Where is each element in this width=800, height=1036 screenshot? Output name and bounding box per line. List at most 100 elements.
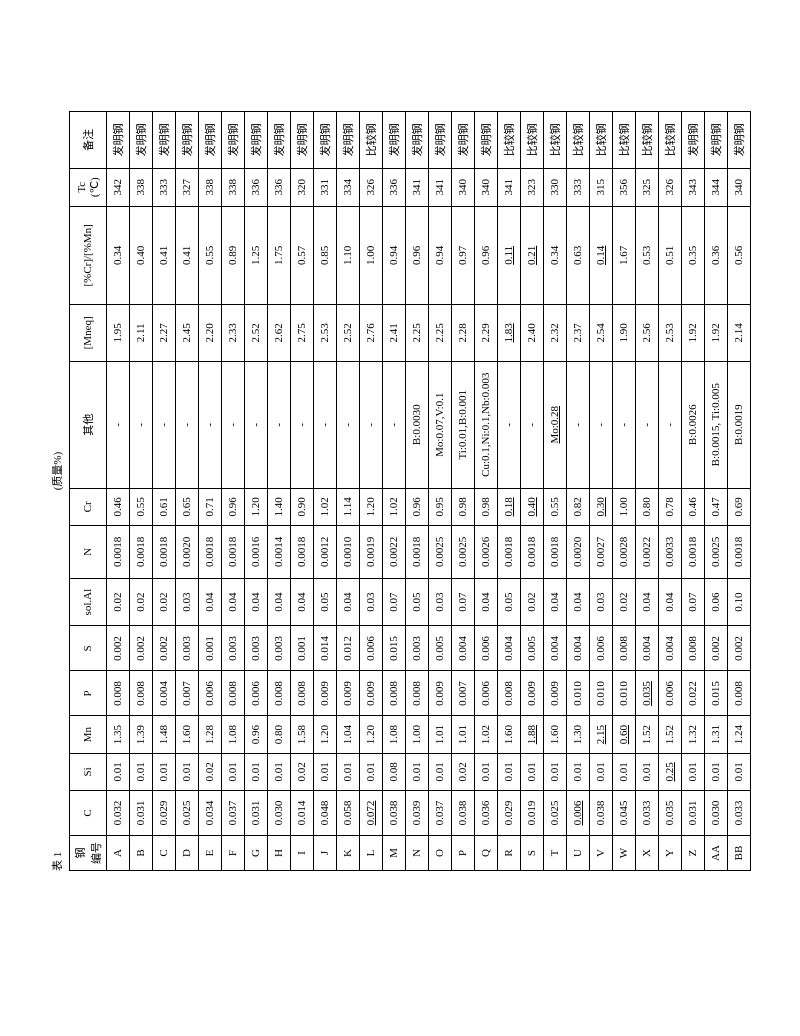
cell-si: 0.01 <box>521 753 544 790</box>
cell-s: 0.012 <box>337 626 360 671</box>
cell-ratio: 0.41 <box>153 206 176 304</box>
cell-c: 0.033 <box>636 790 659 835</box>
cell-si: 0.02 <box>199 753 222 790</box>
cell-mneq: 2.25 <box>429 305 452 362</box>
cell-si: 0.01 <box>728 753 751 790</box>
cell-tc: 343 <box>682 168 705 206</box>
cell-p: 0.009 <box>314 671 337 716</box>
cell-s: 0.015 <box>383 626 406 671</box>
table-row: R0.0290.011.600.0080.0040.050.00180.18-1… <box>498 112 521 871</box>
cell-mn: 1.01 <box>452 716 475 753</box>
cell-ratio: 1.75 <box>268 206 291 304</box>
cell-mneq: 1.92 <box>682 305 705 362</box>
cell-p: 0.008 <box>406 671 429 716</box>
cell-ratio: 0.96 <box>406 206 429 304</box>
cell-note: 发明钢 <box>130 112 153 169</box>
cell-id: D <box>176 836 199 871</box>
table-row: X0.0330.011.520.0350.0040.040.00220.80-2… <box>636 112 659 871</box>
cell-id: F <box>222 836 245 871</box>
cell-id: M <box>383 836 406 871</box>
cell-ratio: 0.35 <box>682 206 705 304</box>
cell-other: - <box>107 361 130 488</box>
cell-cr: 0.95 <box>429 488 452 525</box>
cell-al: 0.03 <box>429 578 452 626</box>
cell-mneq: 2.37 <box>567 305 590 362</box>
cell-cr: 0.46 <box>107 488 130 525</box>
cell-ratio: 0.41 <box>176 206 199 304</box>
table-row: L0.0720.011.200.0090.0060.030.00191.20-2… <box>360 112 383 871</box>
cell-mn: 1.39 <box>130 716 153 753</box>
cell-ratio: 0.11 <box>498 206 521 304</box>
cell-n: 0.0016 <box>245 525 268 578</box>
cell-p: 0.009 <box>360 671 383 716</box>
table-row: D0.0250.011.600.0070.0030.030.00200.65-2… <box>176 112 199 871</box>
cell-si: 0.01 <box>314 753 337 790</box>
cell-p: 0.010 <box>590 671 613 716</box>
cell-p: 0.009 <box>544 671 567 716</box>
cell-si: 0.01 <box>590 753 613 790</box>
cell-cr: 0.90 <box>291 488 314 525</box>
column-header: P <box>70 671 107 716</box>
cell-n: 0.0018 <box>107 525 130 578</box>
cell-al: 0.04 <box>199 578 222 626</box>
cell-si: 0.01 <box>107 753 130 790</box>
cell-other: - <box>613 361 636 488</box>
cell-ratio: 1.10 <box>337 206 360 304</box>
cell-mneq: 2.54 <box>590 305 613 362</box>
table-row: W0.0450.010.600.0100.0080.020.00281.00-1… <box>613 112 636 871</box>
cell-n: 0.0020 <box>567 525 590 578</box>
cell-s: 0.004 <box>659 626 682 671</box>
cell-mn: 1.08 <box>222 716 245 753</box>
cell-cr: 1.20 <box>245 488 268 525</box>
cell-si: 0.01 <box>705 753 728 790</box>
cell-tc: 342 <box>107 168 130 206</box>
cell-cr: 0.40 <box>521 488 544 525</box>
cell-note: 发明钢 <box>452 112 475 169</box>
cell-c: 0.035 <box>659 790 682 835</box>
cell-other: - <box>199 361 222 488</box>
cell-c: 0.029 <box>153 790 176 835</box>
cell-si: 0.01 <box>360 753 383 790</box>
column-header: C <box>70 790 107 835</box>
column-header: 钢编号 <box>70 836 107 871</box>
table-row: Y0.0350.251.520.0060.0040.040.00330.78-2… <box>659 112 682 871</box>
cell-s: 0.004 <box>498 626 521 671</box>
cell-other: B:0.0015, Ti:0.005 <box>705 361 728 488</box>
cell-mn: 1.58 <box>291 716 314 753</box>
cell-other: Mo:0.07,V:0.1 <box>429 361 452 488</box>
cell-tc: 341 <box>406 168 429 206</box>
table-head: 钢编号CSiMnPSsol.AlNCr其他[Mneq][%Cr]/[%Mn]Tc… <box>70 112 107 871</box>
cell-al: 0.07 <box>383 578 406 626</box>
cell-c: 0.034 <box>199 790 222 835</box>
cell-id: J <box>314 836 337 871</box>
cell-s: 0.003 <box>176 626 199 671</box>
cell-ratio: 0.97 <box>452 206 475 304</box>
cell-tc: 336 <box>383 168 406 206</box>
cell-mn: 1.52 <box>659 716 682 753</box>
table-header-row: 表 1 (质量%) <box>49 111 65 871</box>
cell-al: 0.02 <box>613 578 636 626</box>
cell-al: 0.02 <box>107 578 130 626</box>
table-row: V0.0380.012.150.0100.0060.030.00270.30-2… <box>590 112 613 871</box>
cell-al: 0.04 <box>291 578 314 626</box>
cell-c: 0.038 <box>590 790 613 835</box>
cell-ratio: 0.21 <box>521 206 544 304</box>
cell-cr: 1.02 <box>314 488 337 525</box>
cell-c: 0.031 <box>682 790 705 835</box>
cell-ratio: 0.40 <box>130 206 153 304</box>
cell-n: 0.0018 <box>153 525 176 578</box>
cell-other: - <box>337 361 360 488</box>
cell-s: 0.003 <box>222 626 245 671</box>
cell-c: 0.031 <box>245 790 268 835</box>
column-header: 其他 <box>70 361 107 488</box>
cell-id: C <box>153 836 176 871</box>
cell-ratio: 1.25 <box>245 206 268 304</box>
cell-si: 0.01 <box>222 753 245 790</box>
cell-n: 0.0018 <box>521 525 544 578</box>
cell-mneq: 2.40 <box>521 305 544 362</box>
cell-ratio: 0.34 <box>107 206 130 304</box>
cell-p: 0.022 <box>682 671 705 716</box>
column-header: S <box>70 626 107 671</box>
cell-mn: 1.01 <box>429 716 452 753</box>
cell-c: 0.045 <box>613 790 636 835</box>
